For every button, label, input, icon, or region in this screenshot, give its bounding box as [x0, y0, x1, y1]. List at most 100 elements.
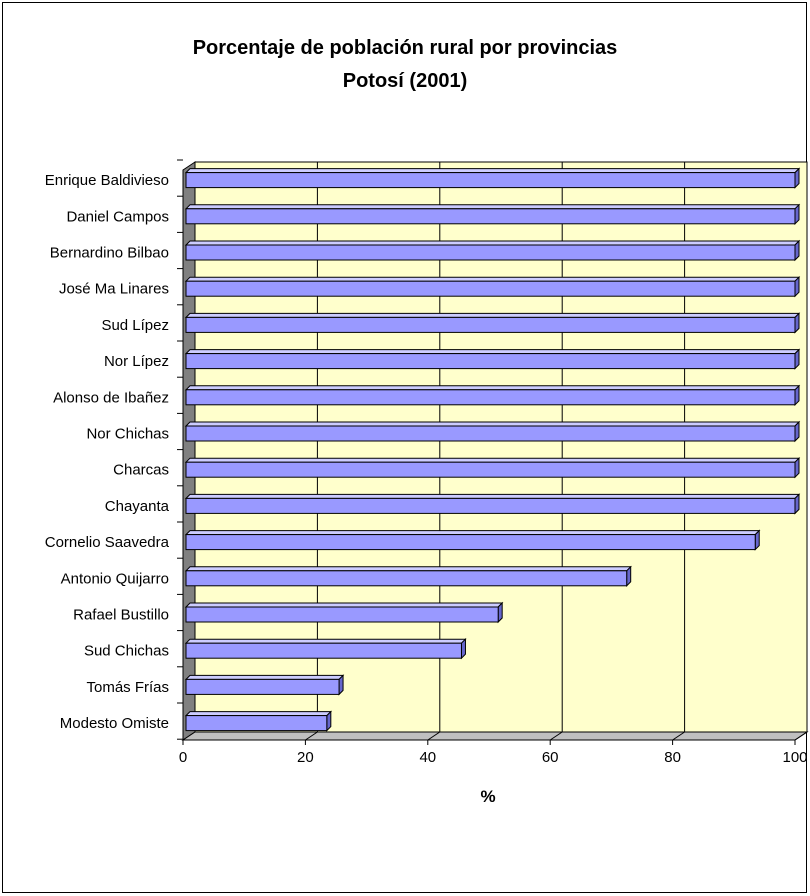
bar-top: [184, 566, 632, 572]
bar-top: [184, 240, 801, 246]
bar: [184, 239, 801, 262]
bar-front: [185, 606, 499, 623]
x-tick-label: 80: [664, 749, 681, 766]
bar: [184, 348, 801, 370]
bar-top: [184, 276, 801, 282]
bar-side: [794, 420, 800, 443]
plot-floor: [181, 731, 809, 741]
bar-front: [185, 642, 462, 659]
bar-top: [184, 530, 761, 536]
floor-gridline: [427, 731, 441, 741]
category-label: Antonio Quijarro: [61, 570, 169, 587]
bar-side: [626, 565, 632, 588]
category-label: Tomás Frías: [86, 679, 169, 696]
bar-side: [794, 312, 800, 334]
bar-side: [794, 167, 800, 189]
bar: [184, 167, 801, 189]
plot-walls: [181, 161, 809, 741]
bar-front: [185, 678, 340, 695]
bar-front: [185, 353, 796, 370]
bar-side: [794, 203, 800, 226]
bar-side: [794, 384, 800, 407]
bar: [184, 420, 801, 443]
bar-front: [185, 316, 796, 333]
bar-top: [184, 204, 801, 210]
bar: [184, 674, 345, 696]
bar: [184, 710, 333, 732]
bar-front: [185, 461, 796, 478]
x-axis-ticks: 0 20 40 60 80 100: [179, 740, 808, 766]
bar-top: [184, 457, 801, 463]
bar-side: [497, 601, 503, 624]
x-axis-label: %: [480, 787, 495, 806]
bar: [184, 601, 504, 624]
floor-gridline: [549, 731, 563, 741]
bar-front: [185, 534, 756, 551]
bar-side: [754, 529, 760, 551]
chart-title-line1: Porcentaje de población rural por provin…: [192, 37, 618, 59]
bar-side: [794, 239, 800, 262]
bar-top: [184, 349, 801, 355]
floor-gridline: [672, 731, 685, 741]
bar-front: [185, 715, 328, 732]
bar: [184, 384, 801, 407]
chart-title-line2: Potosí (2001): [342, 70, 468, 92]
bar-side: [460, 637, 466, 660]
bar-front: [185, 497, 796, 514]
bar-top: [184, 168, 801, 174]
bar-front: [185, 389, 796, 406]
floor-gridline: [794, 731, 808, 741]
bar-top: [184, 493, 801, 499]
bar-top: [184, 674, 345, 680]
bar-front: [185, 570, 628, 587]
category-label: José Ma Linares: [59, 281, 169, 298]
bar-front: [185, 244, 796, 261]
bar-top: [184, 638, 467, 644]
category-label: Bernardino Bilbao: [50, 245, 169, 262]
category-label: Daniel Campos: [66, 208, 169, 225]
x-tick-label: 40: [419, 749, 436, 766]
category-label: Enrique Baldivieso: [45, 172, 169, 189]
category-label: Rafael Bustillo: [73, 607, 169, 624]
floor-gridline: [305, 731, 318, 741]
bar: [184, 529, 761, 551]
bar: [184, 637, 467, 660]
category-label: Alonso de Ibañez: [53, 389, 169, 406]
category-label: Sud Chichas: [84, 643, 169, 660]
category-label: Cornelio Saavedra: [45, 534, 170, 551]
category-label: Nor Lípez: [104, 353, 169, 370]
bar: [184, 565, 632, 588]
bar-front: [185, 172, 796, 189]
category-label: Charcas: [113, 462, 169, 479]
x-tick-label: 100: [782, 749, 807, 766]
bar: [184, 456, 801, 479]
bar: [184, 275, 801, 298]
bar-top: [184, 421, 801, 427]
bar-side: [326, 710, 332, 732]
x-tick-label: 20: [297, 749, 314, 766]
bar: [184, 312, 801, 334]
category-label: Chayanta: [105, 498, 170, 515]
bar-top: [184, 385, 801, 391]
x-tick-label: 0: [179, 749, 187, 766]
bar-top: [184, 711, 333, 717]
x-tick-label: 60: [542, 749, 559, 766]
bar: [184, 203, 801, 226]
bar-front: [185, 280, 796, 297]
bars: [184, 167, 801, 732]
bar-side: [794, 275, 800, 298]
category-label: Nor Chichas: [86, 426, 169, 443]
bar-top: [184, 312, 801, 318]
bar: [184, 493, 801, 515]
category-label: Modesto Omiste: [60, 715, 169, 732]
bar-front: [185, 425, 796, 442]
category-label: Sud Lípez: [101, 317, 169, 334]
bar-side: [794, 456, 800, 479]
bar-side: [794, 493, 800, 515]
bar-side: [338, 674, 344, 696]
bar-top: [184, 602, 504, 608]
bar-side: [794, 348, 800, 370]
category-labels: Enrique Baldivieso Daniel Campos Bernardin…: [45, 159, 183, 740]
bar-front: [185, 208, 796, 225]
